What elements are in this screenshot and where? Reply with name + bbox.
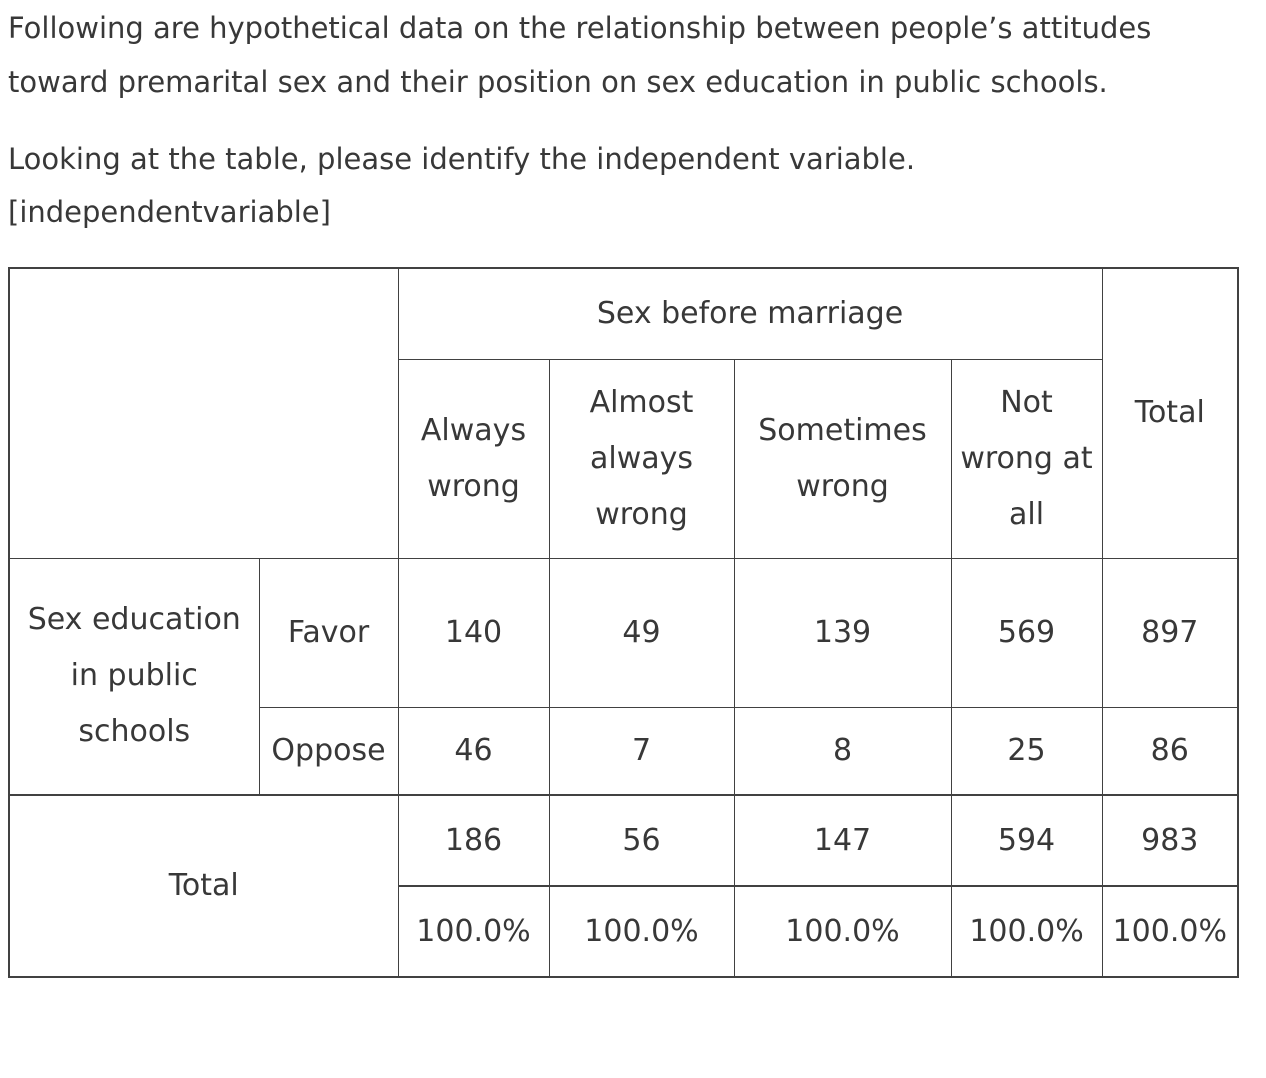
cell-favor-always-wrong: 140: [397, 557, 550, 708]
cell-percent-always-wrong: 100.0%: [397, 885, 550, 978]
cell-oppose-almost-always-wrong: 7: [548, 706, 735, 796]
col-header-not-wrong-at-all: Not wrong at all: [950, 358, 1103, 559]
crosstab-table: Sex before marriage Total Always wrong A…: [8, 267, 1240, 978]
table-row-oppose: Oppose 46 7 8 25 86: [9, 706, 1239, 796]
cell-total-sometimes-wrong: 147: [733, 794, 952, 887]
cell-total-not-wrong-at-all: 594: [950, 794, 1103, 887]
row-label-oppose: Oppose: [258, 706, 399, 796]
cell-favor-sometimes-wrong: 139: [733, 557, 952, 708]
total-column-header: Total: [1101, 267, 1239, 559]
cell-total-grand: 983: [1101, 794, 1239, 887]
cell-percent-not-wrong-at-all: 100.0%: [950, 885, 1103, 978]
cell-total-almost-always-wrong: 56: [548, 794, 735, 887]
header-row-group: Sex before marriage Total: [8, 267, 1239, 559]
question-paragraph-intro: Following are hypothetical data on the r…: [8, 11, 1152, 99]
table-row-percents: 100.0% 100.0% 100.0% 100.0% 100.0%: [9, 885, 1239, 978]
cell-percent-grand: 100.0%: [1101, 885, 1239, 978]
cell-favor-almost-always-wrong: 49: [548, 557, 735, 708]
col-group-header: Sex before marriage: [397, 267, 1103, 360]
row-label-favor: Favor: [258, 557, 399, 708]
cell-favor-not-wrong-at-all: 569: [950, 557, 1103, 708]
corner-cell: [8, 267, 399, 559]
table-row-favor: Sex education in public schools Favor 14…: [8, 557, 1239, 796]
cell-oppose-not-wrong-at-all: 25: [950, 706, 1103, 796]
col-header-almost-always-wrong: Almost always wrong: [548, 358, 735, 559]
table-row-totals: Total 186 56 147 594 983: [8, 794, 1239, 978]
cell-percent-almost-always-wrong: 100.0%: [548, 885, 735, 978]
header-row-categories: Always wrong Almost always wrong Sometim…: [9, 358, 1238, 559]
col-header-always-wrong: Always wrong: [397, 358, 550, 559]
cell-total-always-wrong: 186: [397, 794, 550, 887]
cell-oppose-always-wrong: 46: [397, 706, 550, 796]
totals-row-label: Total: [8, 794, 399, 978]
cell-percent-sometimes-wrong: 100.0%: [733, 885, 952, 978]
question-paragraph-prompt: Looking at the table, please identify th…: [8, 142, 916, 229]
col-header-sometimes-wrong: Sometimes wrong: [733, 358, 952, 559]
cell-oppose-total: 86: [1101, 706, 1239, 796]
cell-favor-total: 897: [1101, 557, 1239, 708]
row-group-header: Sex education in public schools: [8, 557, 260, 796]
cell-oppose-sometimes-wrong: 8: [733, 706, 952, 796]
